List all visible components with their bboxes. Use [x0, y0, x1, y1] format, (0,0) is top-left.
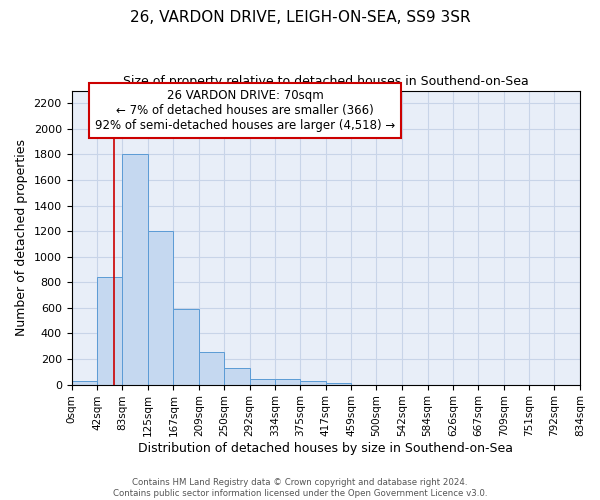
Text: Contains HM Land Registry data © Crown copyright and database right 2024.
Contai: Contains HM Land Registry data © Crown c… [113, 478, 487, 498]
Bar [97, 277, 122, 384]
Text: 26, VARDON DRIVE, LEIGH-ON-SEA, SS9 3SR: 26, VARDON DRIVE, LEIGH-ON-SEA, SS9 3SR [130, 10, 470, 25]
Text: 26 VARDON DRIVE: 70sqm
← 7% of detached houses are smaller (366)
92% of semi-det: 26 VARDON DRIVE: 70sqm ← 7% of detached … [95, 89, 395, 132]
Bar [326, 382, 352, 384]
Bar [250, 380, 275, 384]
Bar [122, 154, 148, 384]
X-axis label: Distribution of detached houses by size in Southend-on-Sea: Distribution of detached houses by size … [138, 442, 513, 455]
Y-axis label: Number of detached properties: Number of detached properties [15, 139, 28, 336]
Bar [199, 352, 224, 384]
Bar [300, 382, 326, 384]
Bar [275, 380, 300, 384]
Bar [173, 309, 199, 384]
Title: Size of property relative to detached houses in Southend-on-Sea: Size of property relative to detached ho… [123, 75, 529, 88]
Bar [148, 231, 173, 384]
Bar [224, 368, 250, 384]
Bar [71, 382, 97, 384]
